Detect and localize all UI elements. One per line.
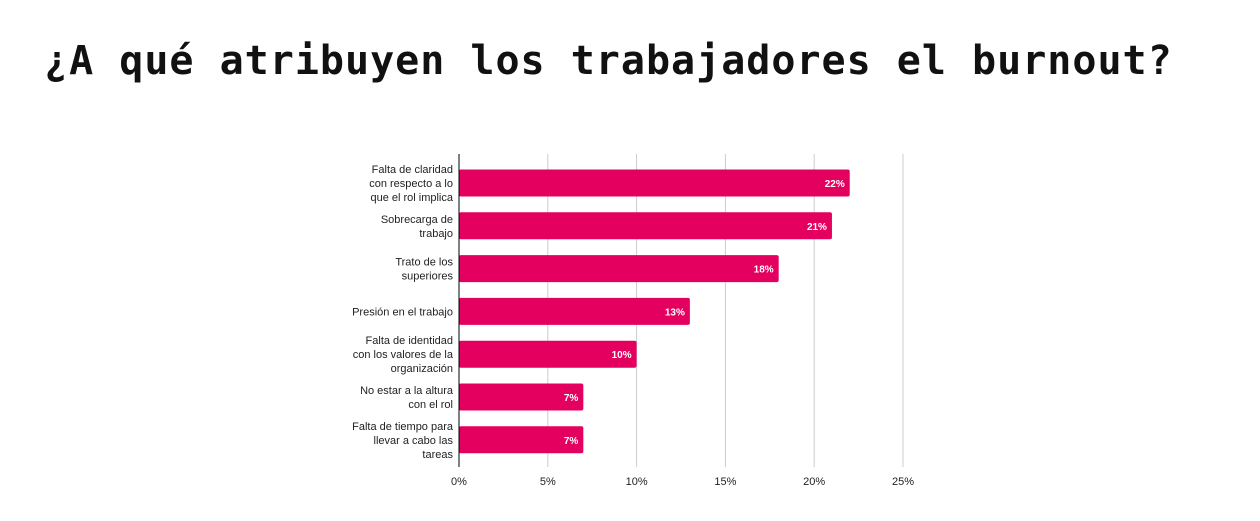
category-label-line: tareas [422, 449, 453, 461]
bar [459, 169, 850, 197]
category-label-line: Falta de identidad [366, 335, 453, 347]
category-label: Falta de identidad con los valores de la o… [353, 335, 454, 375]
bar [459, 212, 832, 240]
category-label: Falta de tiempo para llevar a cabo las tar… [352, 421, 454, 461]
category-label: Trato de los superiores [395, 257, 453, 283]
bar [459, 340, 637, 368]
x-tick-label: 10% [626, 476, 648, 488]
category-label-line: trabajo [419, 228, 453, 240]
category-label: Falta de claridad con respecto a lo que el… [369, 164, 454, 204]
bar [459, 297, 690, 325]
data-label: 13% [665, 307, 685, 318]
x-tick-label: 5% [540, 476, 556, 488]
bar [459, 383, 584, 411]
data-label: 18% [754, 265, 774, 276]
category-label-line: No estar a la altura [360, 385, 454, 397]
bar [459, 426, 584, 454]
category-label: Presión en el trabajo [352, 306, 453, 318]
x-tick-label: 25% [892, 476, 914, 488]
data-label: 22% [825, 179, 845, 190]
bar [459, 255, 779, 283]
page-title: ¿A qué atribuyen los trabajadores el bur… [44, 38, 1173, 84]
category-label-line: con respecto a lo [369, 178, 453, 190]
data-label: 7% [564, 436, 579, 447]
category-label-line: que el rol implica [370, 192, 453, 204]
category-label-line: Falta de claridad [372, 164, 453, 176]
x-tick-label: 0% [451, 476, 467, 488]
category-label-line: Presión en el trabajo [352, 306, 453, 318]
category-label-line: llevar a cabo las [374, 435, 454, 447]
category-label-line: con el rol [408, 399, 453, 411]
category-label-line: Trato de los [395, 257, 453, 269]
x-tick-label: 20% [803, 476, 825, 488]
x-tick-label: 15% [714, 476, 736, 488]
category-label-line: Falta de tiempo para [352, 421, 454, 433]
data-label: 10% [612, 350, 632, 361]
category-label: No estar a la altura con el rol [360, 385, 454, 411]
data-label: 21% [807, 222, 827, 233]
category-label: Sobrecarga de trabajo [381, 214, 453, 240]
category-label-line: superiores [402, 271, 454, 283]
category-label-line: organización [391, 363, 453, 375]
data-label: 7% [564, 393, 579, 404]
category-label-line: Sobrecarga de [381, 214, 453, 226]
category-label-line: con los valores de la [353, 349, 454, 361]
